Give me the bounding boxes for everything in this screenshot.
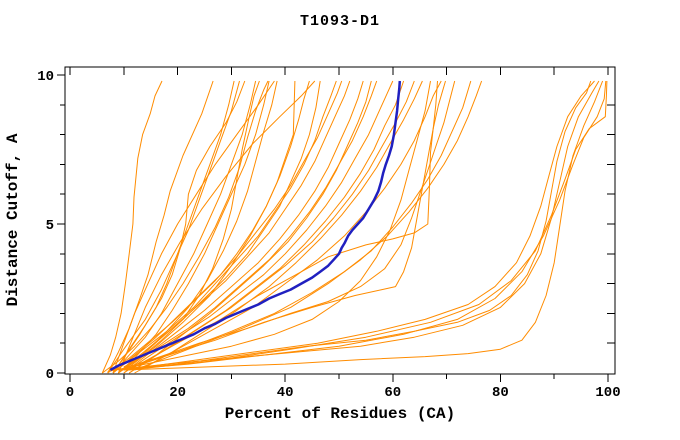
model-curves xyxy=(107,80,431,372)
model-curves xyxy=(118,80,592,371)
model-curves xyxy=(112,80,337,374)
model-curves xyxy=(107,80,214,374)
model-curves xyxy=(123,80,472,371)
tick-labels: 0 20 40 60 80 100 0 5 10 xyxy=(37,69,620,401)
x-tick-label: 60 xyxy=(384,385,401,401)
model-curves xyxy=(139,80,442,371)
model-curves xyxy=(102,80,269,374)
curves-layer xyxy=(101,80,608,374)
model-curves xyxy=(128,80,372,374)
model-curves xyxy=(112,80,296,374)
model-curves xyxy=(101,80,163,374)
model-curves xyxy=(128,80,405,374)
model-curves xyxy=(134,80,438,368)
y-tick-label: 5 xyxy=(46,218,54,234)
model-curves xyxy=(134,80,483,371)
axes-frame xyxy=(57,66,616,382)
x-tick-label: 100 xyxy=(595,385,620,401)
highlighted-model-curve xyxy=(109,80,402,372)
x-tick-label: 0 xyxy=(66,385,74,401)
model-curves xyxy=(118,80,321,374)
chart-title: T1093-D1 xyxy=(300,13,380,30)
y-tick-label: 10 xyxy=(37,69,54,85)
model-curves xyxy=(107,80,343,374)
model-curves xyxy=(117,80,316,374)
model-curves xyxy=(112,80,275,374)
model-curves xyxy=(123,80,394,374)
model-curves xyxy=(123,80,364,374)
model-curves xyxy=(128,80,415,371)
y-tick-label: 0 xyxy=(46,367,54,383)
x-tick-label: 20 xyxy=(169,385,186,401)
model-curves xyxy=(128,80,310,368)
model-curves xyxy=(112,80,235,374)
model-curves xyxy=(123,80,604,371)
model-curves xyxy=(129,80,608,371)
model-curves xyxy=(123,80,378,368)
model-curves xyxy=(134,80,423,374)
model-curves xyxy=(118,80,260,374)
x-tick-label: 40 xyxy=(277,385,294,401)
model-curves xyxy=(107,80,240,374)
model-curves xyxy=(112,80,257,374)
model-curves xyxy=(123,80,278,371)
x-tick-label: 80 xyxy=(492,385,509,401)
model-curves xyxy=(118,80,456,371)
model-curves xyxy=(118,80,351,374)
model-curves xyxy=(118,80,270,374)
x-axis-label: Percent of Residues (CA) xyxy=(225,405,455,423)
y-axis-label: Distance Cutoff, A xyxy=(4,133,22,306)
model-curves xyxy=(123,80,595,371)
model-curves xyxy=(112,80,246,374)
model-curves xyxy=(118,80,607,371)
